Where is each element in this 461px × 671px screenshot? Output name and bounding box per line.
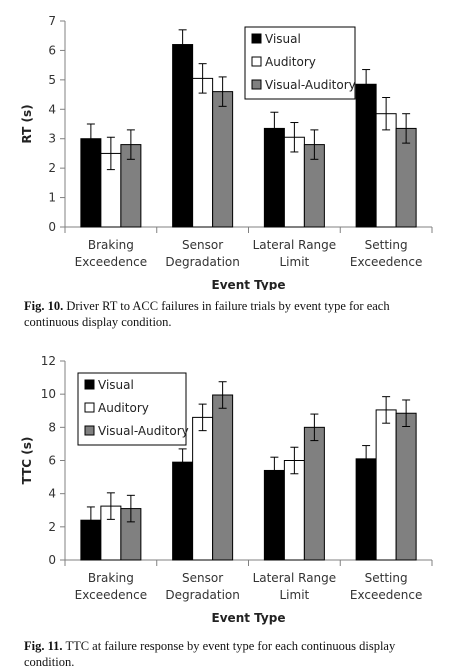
y-tick-label: 4 <box>48 487 56 501</box>
caption-text: Driver RT to ACC failures in failure tri… <box>24 299 390 329</box>
y-tick-label: 4 <box>48 102 56 116</box>
y-tick-label: 6 <box>48 454 56 468</box>
y-tick-label: 6 <box>48 43 56 57</box>
y-tick-label: 5 <box>48 73 56 87</box>
bar <box>355 458 377 561</box>
legend-swatch <box>84 379 95 390</box>
y-tick-label: 12 <box>41 354 56 368</box>
bar <box>395 412 417 561</box>
y-axis-title: RT (s) <box>20 104 34 143</box>
legend-label: Auditory <box>265 55 316 69</box>
bar <box>172 44 194 228</box>
legend-swatch <box>251 79 262 90</box>
x-axis-title: Event Type <box>212 611 286 625</box>
legend-swatch <box>251 33 262 44</box>
x-tick-label: Limit <box>280 588 310 602</box>
legend-label: Visual <box>265 32 301 46</box>
caption-label: Fig. 10. <box>24 299 64 313</box>
figure-caption-rt: Fig. 10. Driver RT to ACC failures in fa… <box>24 298 444 330</box>
y-tick-label: 1 <box>48 191 56 205</box>
x-tick-label: Sensor <box>182 571 223 585</box>
figure-ttc-chart: 0 2 4 6 8 10 12 Braking Exceedence Sensor Degradat… <box>0 345 461 630</box>
bar <box>303 426 325 561</box>
caption-text: TTC at failure response by event type fo… <box>24 639 396 669</box>
x-tick-label: Braking <box>88 238 134 252</box>
y-axis-title: TTC (s) <box>20 437 34 485</box>
legend-box <box>244 26 356 100</box>
x-tick-label: Setting <box>365 571 408 585</box>
bar <box>212 91 234 228</box>
bar <box>375 113 397 228</box>
legend-label: Visual-Auditory <box>265 78 356 92</box>
figure-caption-ttc: Fig. 11. TTC at failure response by even… <box>24 638 444 670</box>
x-tick-label: Exceedence <box>350 588 422 602</box>
y-tick-label: 0 <box>48 553 56 567</box>
y-tick-label: 2 <box>48 161 56 175</box>
y-tick-label: 10 <box>41 387 56 401</box>
y-tick-label: 0 <box>48 220 56 234</box>
y-tick-label: 7 <box>48 14 56 28</box>
bar <box>355 83 377 228</box>
caption-label: Fig. 11. <box>24 639 63 653</box>
bar <box>192 416 214 561</box>
ttc-bar-chart: 0 2 4 6 8 10 12 Braking Exceedence Sensor Degradat… <box>20 354 433 625</box>
rt-bar-chart: 0 1 2 3 4 5 6 7 Braking Exceedence Sensor Degradati… <box>20 14 433 292</box>
x-tick-label: Exceedence <box>75 588 147 602</box>
x-tick-label: Lateral Range <box>253 571 337 585</box>
legend-label: Auditory <box>98 401 149 415</box>
bar <box>283 460 305 561</box>
bar <box>172 461 194 561</box>
x-tick-label: Braking <box>88 571 134 585</box>
legend-label: Visual-Auditory <box>98 424 189 438</box>
bar <box>375 409 397 561</box>
legend-label: Visual <box>98 378 134 392</box>
x-tick-label: Exceedence <box>75 255 147 269</box>
bar <box>212 394 234 561</box>
x-tick-label: Exceedence <box>350 255 422 269</box>
legend-swatch <box>251 56 262 67</box>
legend-box <box>77 372 187 446</box>
x-tick-label: Degradation <box>165 588 239 602</box>
x-tick-label: Setting <box>365 238 408 252</box>
x-axis-title: Event Type <box>212 278 286 290</box>
legend-swatch <box>84 425 95 436</box>
y-tick-label: 3 <box>48 132 56 146</box>
x-tick-label: Lateral Range <box>253 238 337 252</box>
bar <box>192 77 214 228</box>
legend-swatch <box>84 402 95 413</box>
y-tick-label: 2 <box>48 520 56 534</box>
y-tick-label: 8 <box>48 420 56 434</box>
figure-rt-chart: 0 1 2 3 4 5 6 7 Braking Exceedence Sensor Degradati… <box>0 0 461 292</box>
x-tick-label: Degradation <box>165 255 239 269</box>
x-tick-label: Limit <box>280 255 310 269</box>
x-tick-label: Sensor <box>182 238 223 252</box>
